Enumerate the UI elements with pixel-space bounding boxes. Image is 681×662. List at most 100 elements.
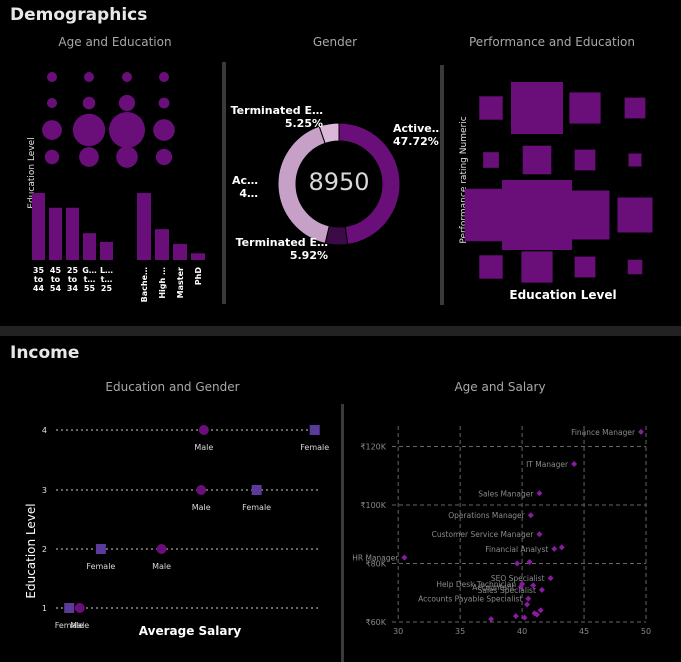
data-point: [533, 611, 540, 618]
point-label: Male: [192, 503, 211, 512]
data-point: [638, 428, 645, 435]
demographics-panel: Demographics Age and Education Gender Pe…: [0, 0, 681, 326]
data-point: [536, 490, 543, 497]
education-gender-ylabel: Education Level: [24, 503, 38, 598]
divider: [440, 65, 444, 305]
point-label: Sales Specialist: [478, 586, 536, 595]
donut-slice: [318, 122, 340, 144]
age-education-ylabel: Education Level: [27, 137, 37, 208]
female-marker: [251, 485, 262, 495]
age-salary-chart: 30 35 40 45 50 ₹60K ₹80K ₹100K ₹120K Finance Mana…: [352, 426, 651, 636]
heat-square: [521, 251, 553, 283]
bubble: [72, 113, 106, 147]
donut-slice-percent: 5.25%: [285, 117, 323, 130]
bubble: [47, 98, 57, 108]
y-tick-label: ₹100K: [360, 501, 386, 510]
bubble: [153, 119, 175, 141]
data-point: [537, 607, 544, 614]
bar-tick-label: 44: [33, 284, 45, 293]
heat-square: [511, 82, 563, 134]
y-tick-label: ₹80K: [365, 559, 386, 568]
bubble: [122, 72, 132, 82]
point-label: Accountant: [472, 583, 515, 592]
subtitle-age-education: Age and Education: [58, 35, 172, 49]
bar: [32, 193, 45, 260]
data-point: [527, 512, 534, 519]
bar: [83, 233, 96, 260]
point-label: Financial Analyst: [485, 545, 548, 554]
point-label: Finance Manager: [571, 428, 636, 437]
bubble: [82, 96, 96, 110]
data-point: [530, 582, 537, 589]
heat-square: [502, 180, 572, 250]
donut-slice: [338, 122, 401, 245]
heat-square: [628, 153, 642, 167]
heat-square: [483, 152, 499, 168]
bar: [66, 207, 79, 260]
data-point: [512, 613, 519, 620]
point-label: Female: [86, 562, 115, 571]
point-label: Male: [152, 562, 171, 571]
point-label: Accounts Payable Specialist: [418, 595, 522, 604]
donut-slice-label: Ac…: [232, 174, 258, 187]
bar-tick-label: 35: [33, 266, 45, 275]
bubble: [159, 72, 169, 82]
section-title-income: Income: [10, 343, 80, 363]
point-label: HR Manager: [352, 554, 399, 563]
bar-tick-label: t…: [84, 275, 96, 284]
income-panel: Income Education and Gender Age and Sala…: [0, 336, 681, 662]
heat-square: [574, 256, 596, 278]
data-point: [525, 595, 532, 602]
heat-square: [627, 259, 643, 275]
heat-square: [560, 190, 610, 240]
subtitle-performance-education: Performance and Education: [469, 35, 635, 49]
bar-tick-label: t…: [101, 275, 113, 284]
bar-tick-label: 54: [50, 284, 62, 293]
donut-slice-percent: 47.72%: [393, 135, 439, 148]
heat-square: [617, 197, 653, 233]
y-tick-label: 4: [42, 426, 47, 435]
bar: [173, 243, 187, 260]
point-label: Help Desk Technician: [436, 580, 516, 589]
y-tick-label: 1: [42, 604, 47, 613]
bar-tick-label: to: [51, 275, 61, 284]
donut-center-value: 8950: [308, 168, 369, 196]
bar-tick-label: 25: [101, 284, 113, 293]
performance-education-ylabel: Performance rating Numeric: [459, 116, 469, 243]
point-label: Female: [55, 621, 84, 630]
donut-slice-label: Terminated E…: [231, 104, 323, 117]
heat-square: [569, 92, 601, 124]
data-point: [538, 586, 545, 593]
heat-square: [479, 96, 503, 120]
education-gender-chart: Education Level Average Salary 1 2 3 4 Male M…: [24, 425, 329, 638]
donut-slice-label: Active…: [393, 122, 440, 135]
data-point: [526, 559, 533, 566]
data-point: [547, 575, 554, 582]
heat-square: [479, 255, 503, 279]
bar: [137, 193, 151, 260]
data-point: [536, 531, 543, 538]
data-point: [514, 560, 521, 567]
donut-slice-percent: 4…: [239, 187, 258, 200]
heat-square: [624, 97, 646, 119]
data-point: [551, 545, 558, 552]
subtitle-age-salary: Age and Salary: [454, 380, 546, 394]
bubble: [109, 112, 145, 148]
bar-tick-label: Master: [176, 267, 185, 298]
bar-tick-label: to: [34, 275, 44, 284]
point-label: IT Manager: [526, 460, 569, 469]
bar: [155, 229, 169, 260]
bar: [100, 241, 113, 260]
bar-tick-label: G…: [82, 266, 97, 275]
bar: [191, 253, 205, 260]
male-marker: [74, 603, 85, 613]
y-tick-label: 3: [42, 486, 47, 495]
female-marker: [64, 603, 75, 613]
data-point: [401, 554, 408, 561]
point-label: Female: [300, 443, 329, 452]
bubble: [42, 120, 62, 140]
bar-tick-label: Bache…: [140, 267, 149, 302]
bubble: [47, 72, 57, 82]
point-label: Operations Manager: [448, 511, 525, 520]
y-tick-label: ₹120K: [360, 442, 386, 451]
